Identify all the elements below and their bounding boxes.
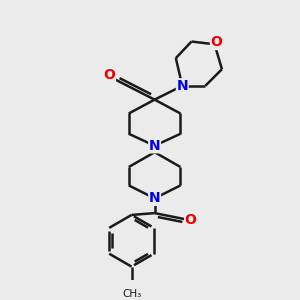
Text: O: O xyxy=(103,68,115,82)
Text: N: N xyxy=(149,191,161,205)
Text: O: O xyxy=(185,213,197,226)
Text: N: N xyxy=(149,139,161,153)
Text: O: O xyxy=(211,35,222,50)
Text: N: N xyxy=(176,79,188,93)
Text: CH₃: CH₃ xyxy=(122,289,141,299)
